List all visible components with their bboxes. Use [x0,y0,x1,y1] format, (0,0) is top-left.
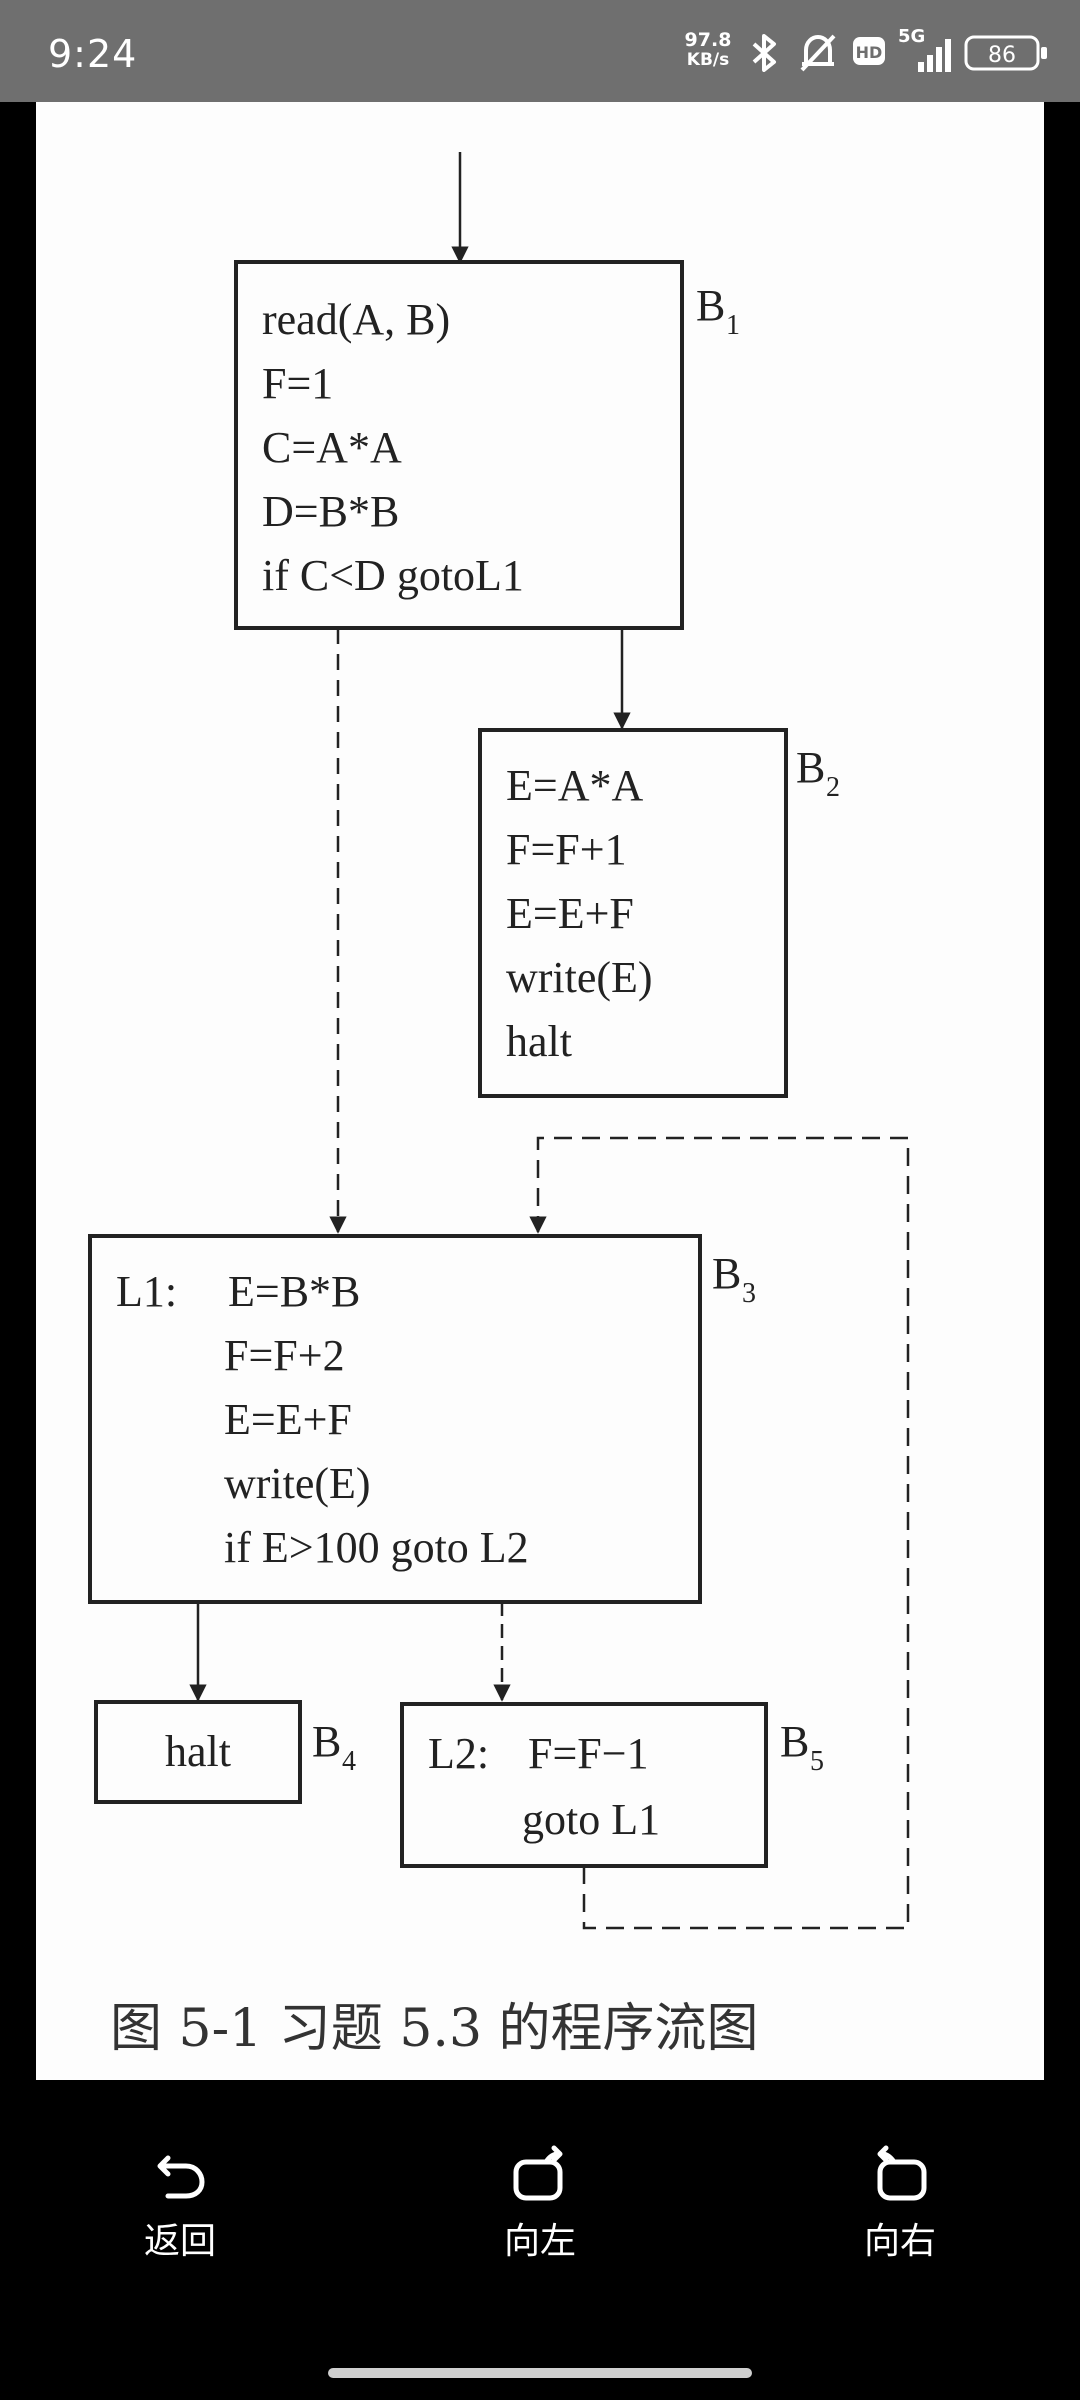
figure-caption: 图 5-1 习题 5.3 的程序流图 [110,1999,759,2059]
rotate-left-icon [513,2145,563,2201]
image-viewer[interactable]: read(A, B) F=1 C=A*A D=B*B if C<D gotoL1… [36,102,1044,2080]
svg-text:B: B [312,1717,341,1766]
svg-text:L1:: L1: [116,1267,177,1316]
svg-text:read(A, B): read(A, B) [262,295,450,344]
net-speed-unit: KB/s [686,50,730,70]
block-b1: read(A, B) F=1 C=A*A D=B*B if C<D gotoL1… [234,260,740,630]
svg-text:E=E+F: E=E+F [224,1395,352,1444]
svg-text:C=A*A: C=A*A [262,423,402,472]
svg-text:F=F−1: F=F−1 [528,1729,649,1778]
battery-level: 86 [988,43,1016,68]
svg-text:1: 1 [726,310,740,341]
svg-text:D=B*B: D=B*B [262,487,399,536]
flowchart: read(A, B) F=1 C=A*A D=B*B if C<D gotoL1… [88,152,910,2059]
block-b3: L1: E=B*B F=F+2 E=E+F write(E) if E>100 … [88,1234,756,1604]
undo-arrow-icon [157,2155,205,2199]
network-type: 5G [898,26,926,47]
svg-text:E=B*B: E=B*B [228,1267,360,1316]
svg-text:halt: halt [165,1727,231,1776]
svg-text:B: B [780,1717,809,1766]
svg-text:3: 3 [742,1278,756,1309]
block-b2: E=A*A F=F+1 E=E+F write(E) halt B 2 [478,728,840,1098]
svg-text:write(E): write(E) [224,1459,371,1508]
svg-text:HD: HD [856,43,883,62]
rotate-left-button[interactable]: 向左 [450,2144,630,2274]
mute-bell-icon [800,34,836,72]
block-b4: halt B 4 [94,1700,356,1804]
rotate-right-icon [877,2145,927,2201]
svg-text:B: B [696,281,725,330]
signal-icon [918,39,951,72]
net-speed-value: 97.8 [684,29,732,51]
svg-text:write(E): write(E) [506,953,653,1002]
svg-text:F=F+1: F=F+1 [506,825,627,874]
svg-text:goto L1: goto L1 [522,1795,660,1844]
status-bar: 9:24 97.8 KB/s HD 5G 86 [0,0,1080,102]
svg-text:B: B [796,743,825,792]
svg-text:E=E+F: E=E+F [506,889,634,938]
svg-text:E=A*A: E=A*A [506,761,643,810]
back-label: 返回 [143,2221,216,2262]
svg-text:L2:: L2: [428,1729,489,1778]
back-button[interactable]: 返回 [90,2144,270,2274]
rotate-right-label: 向右 [863,2221,936,2262]
svg-text:B: B [712,1249,741,1298]
svg-text:if C<D gotoL1: if C<D gotoL1 [262,551,524,600]
status-time: 9:24 [48,32,138,76]
battery-icon: 86 [964,35,1047,71]
svg-text:if E>100 goto L2: if E>100 goto L2 [224,1523,529,1572]
svg-text:5: 5 [810,1746,824,1777]
home-indicator[interactable] [328,2368,752,2378]
status-icons: 97.8 KB/s HD 5G 86 [680,22,1050,82]
rotate-left-label: 向左 [503,2221,576,2262]
svg-text:F=1: F=1 [262,359,333,408]
bottom-toolbar: 返回 向左 向右 [0,2080,1080,2400]
svg-text:2: 2 [826,772,840,803]
svg-text:F=F+2: F=F+2 [224,1331,345,1380]
svg-text:4: 4 [342,1746,356,1777]
rotate-right-button[interactable]: 向右 [810,2144,990,2274]
block-b5: L2: F=F−1 goto L1 B 5 [400,1702,824,1868]
bluetooth-icon [752,34,776,72]
net-speed: 97.8 KB/s [680,30,736,70]
hd-icon: HD [853,37,885,65]
svg-text:halt: halt [506,1017,572,1066]
